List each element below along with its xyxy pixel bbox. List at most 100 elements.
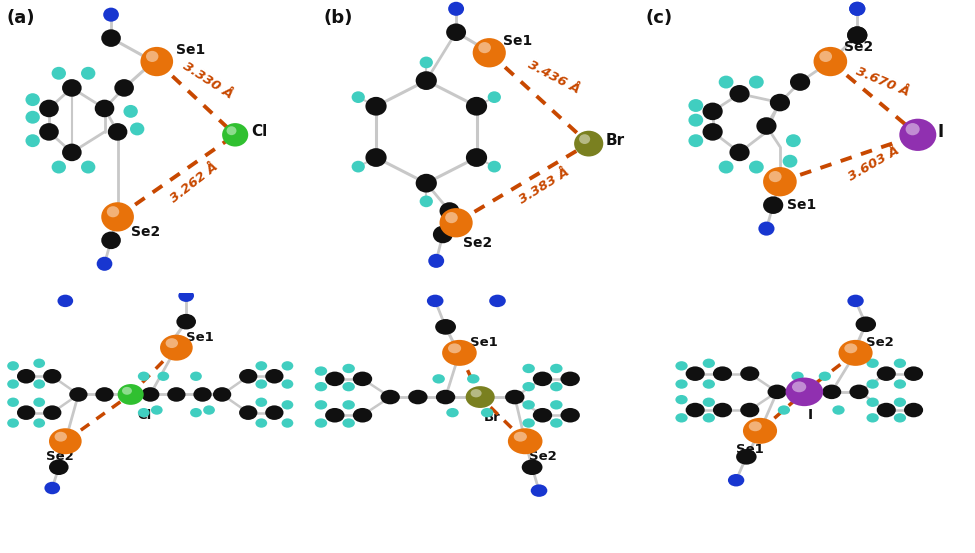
Circle shape	[52, 67, 66, 80]
Circle shape	[43, 405, 61, 420]
Text: 3.603 Å: 3.603 Å	[846, 144, 902, 184]
Text: Se2: Se2	[528, 450, 557, 463]
Circle shape	[703, 358, 715, 368]
Text: Se1: Se1	[736, 442, 763, 456]
Circle shape	[736, 449, 757, 465]
Circle shape	[52, 160, 66, 174]
Circle shape	[69, 387, 88, 401]
Circle shape	[703, 413, 715, 422]
Circle shape	[435, 319, 456, 335]
Circle shape	[894, 358, 906, 368]
Circle shape	[39, 123, 58, 140]
Circle shape	[819, 372, 831, 381]
Circle shape	[523, 400, 535, 410]
Circle shape	[770, 173, 790, 190]
Circle shape	[146, 51, 158, 62]
Text: Se1: Se1	[787, 198, 816, 212]
Circle shape	[813, 47, 847, 76]
Circle shape	[523, 364, 535, 373]
Circle shape	[471, 389, 482, 398]
Circle shape	[473, 38, 506, 67]
Circle shape	[579, 134, 590, 144]
Circle shape	[315, 382, 328, 392]
Circle shape	[466, 386, 494, 408]
Circle shape	[489, 295, 506, 307]
Text: I: I	[807, 408, 813, 422]
Text: (b): (b)	[324, 9, 353, 27]
Circle shape	[442, 340, 477, 366]
Circle shape	[740, 403, 760, 418]
Circle shape	[7, 361, 19, 371]
Circle shape	[849, 384, 869, 399]
Circle shape	[62, 79, 82, 97]
Circle shape	[433, 374, 445, 384]
Circle shape	[366, 148, 387, 167]
Circle shape	[436, 390, 455, 404]
Circle shape	[315, 400, 328, 410]
Circle shape	[899, 119, 936, 151]
Circle shape	[685, 403, 705, 418]
Circle shape	[849, 2, 866, 16]
Circle shape	[255, 398, 267, 407]
Circle shape	[783, 155, 798, 168]
Circle shape	[574, 131, 604, 156]
Circle shape	[49, 428, 82, 454]
Circle shape	[749, 160, 763, 174]
Circle shape	[505, 390, 525, 404]
Circle shape	[137, 372, 149, 381]
Circle shape	[467, 374, 480, 384]
Circle shape	[282, 379, 293, 389]
Circle shape	[415, 71, 437, 90]
Circle shape	[25, 134, 40, 147]
Circle shape	[342, 400, 355, 410]
Circle shape	[419, 56, 433, 68]
Circle shape	[759, 222, 774, 236]
Circle shape	[466, 97, 488, 116]
Circle shape	[447, 23, 466, 41]
Circle shape	[904, 367, 923, 381]
Circle shape	[7, 398, 19, 407]
Circle shape	[415, 174, 437, 192]
Circle shape	[33, 358, 45, 368]
Circle shape	[550, 364, 563, 373]
Circle shape	[856, 317, 876, 332]
Circle shape	[838, 340, 873, 366]
Circle shape	[488, 91, 501, 103]
Circle shape	[532, 408, 552, 422]
Circle shape	[688, 99, 703, 112]
Circle shape	[101, 29, 121, 47]
Circle shape	[466, 148, 488, 167]
Circle shape	[561, 372, 580, 386]
Circle shape	[719, 160, 733, 174]
Circle shape	[58, 295, 73, 307]
Circle shape	[532, 372, 552, 386]
Circle shape	[728, 474, 744, 487]
Circle shape	[703, 379, 715, 389]
Circle shape	[770, 94, 790, 111]
Circle shape	[867, 398, 878, 407]
Circle shape	[523, 419, 535, 427]
Text: 3.330 Å: 3.330 Å	[180, 60, 235, 102]
Circle shape	[255, 419, 267, 427]
Circle shape	[819, 51, 832, 62]
Circle shape	[366, 97, 387, 116]
Circle shape	[239, 369, 257, 384]
Circle shape	[786, 378, 823, 406]
Circle shape	[7, 379, 19, 389]
Circle shape	[137, 408, 149, 418]
Circle shape	[763, 167, 797, 196]
Circle shape	[867, 413, 878, 422]
Circle shape	[108, 208, 128, 226]
Text: 3.670 Å: 3.670 Å	[854, 65, 912, 99]
Circle shape	[713, 403, 732, 418]
Circle shape	[428, 254, 445, 268]
Text: Se2: Se2	[463, 236, 492, 251]
Circle shape	[203, 405, 214, 415]
Circle shape	[168, 387, 185, 401]
Circle shape	[514, 432, 526, 442]
Circle shape	[108, 123, 128, 140]
Circle shape	[213, 387, 231, 401]
Circle shape	[176, 314, 196, 330]
Circle shape	[471, 390, 489, 404]
Circle shape	[166, 338, 178, 348]
